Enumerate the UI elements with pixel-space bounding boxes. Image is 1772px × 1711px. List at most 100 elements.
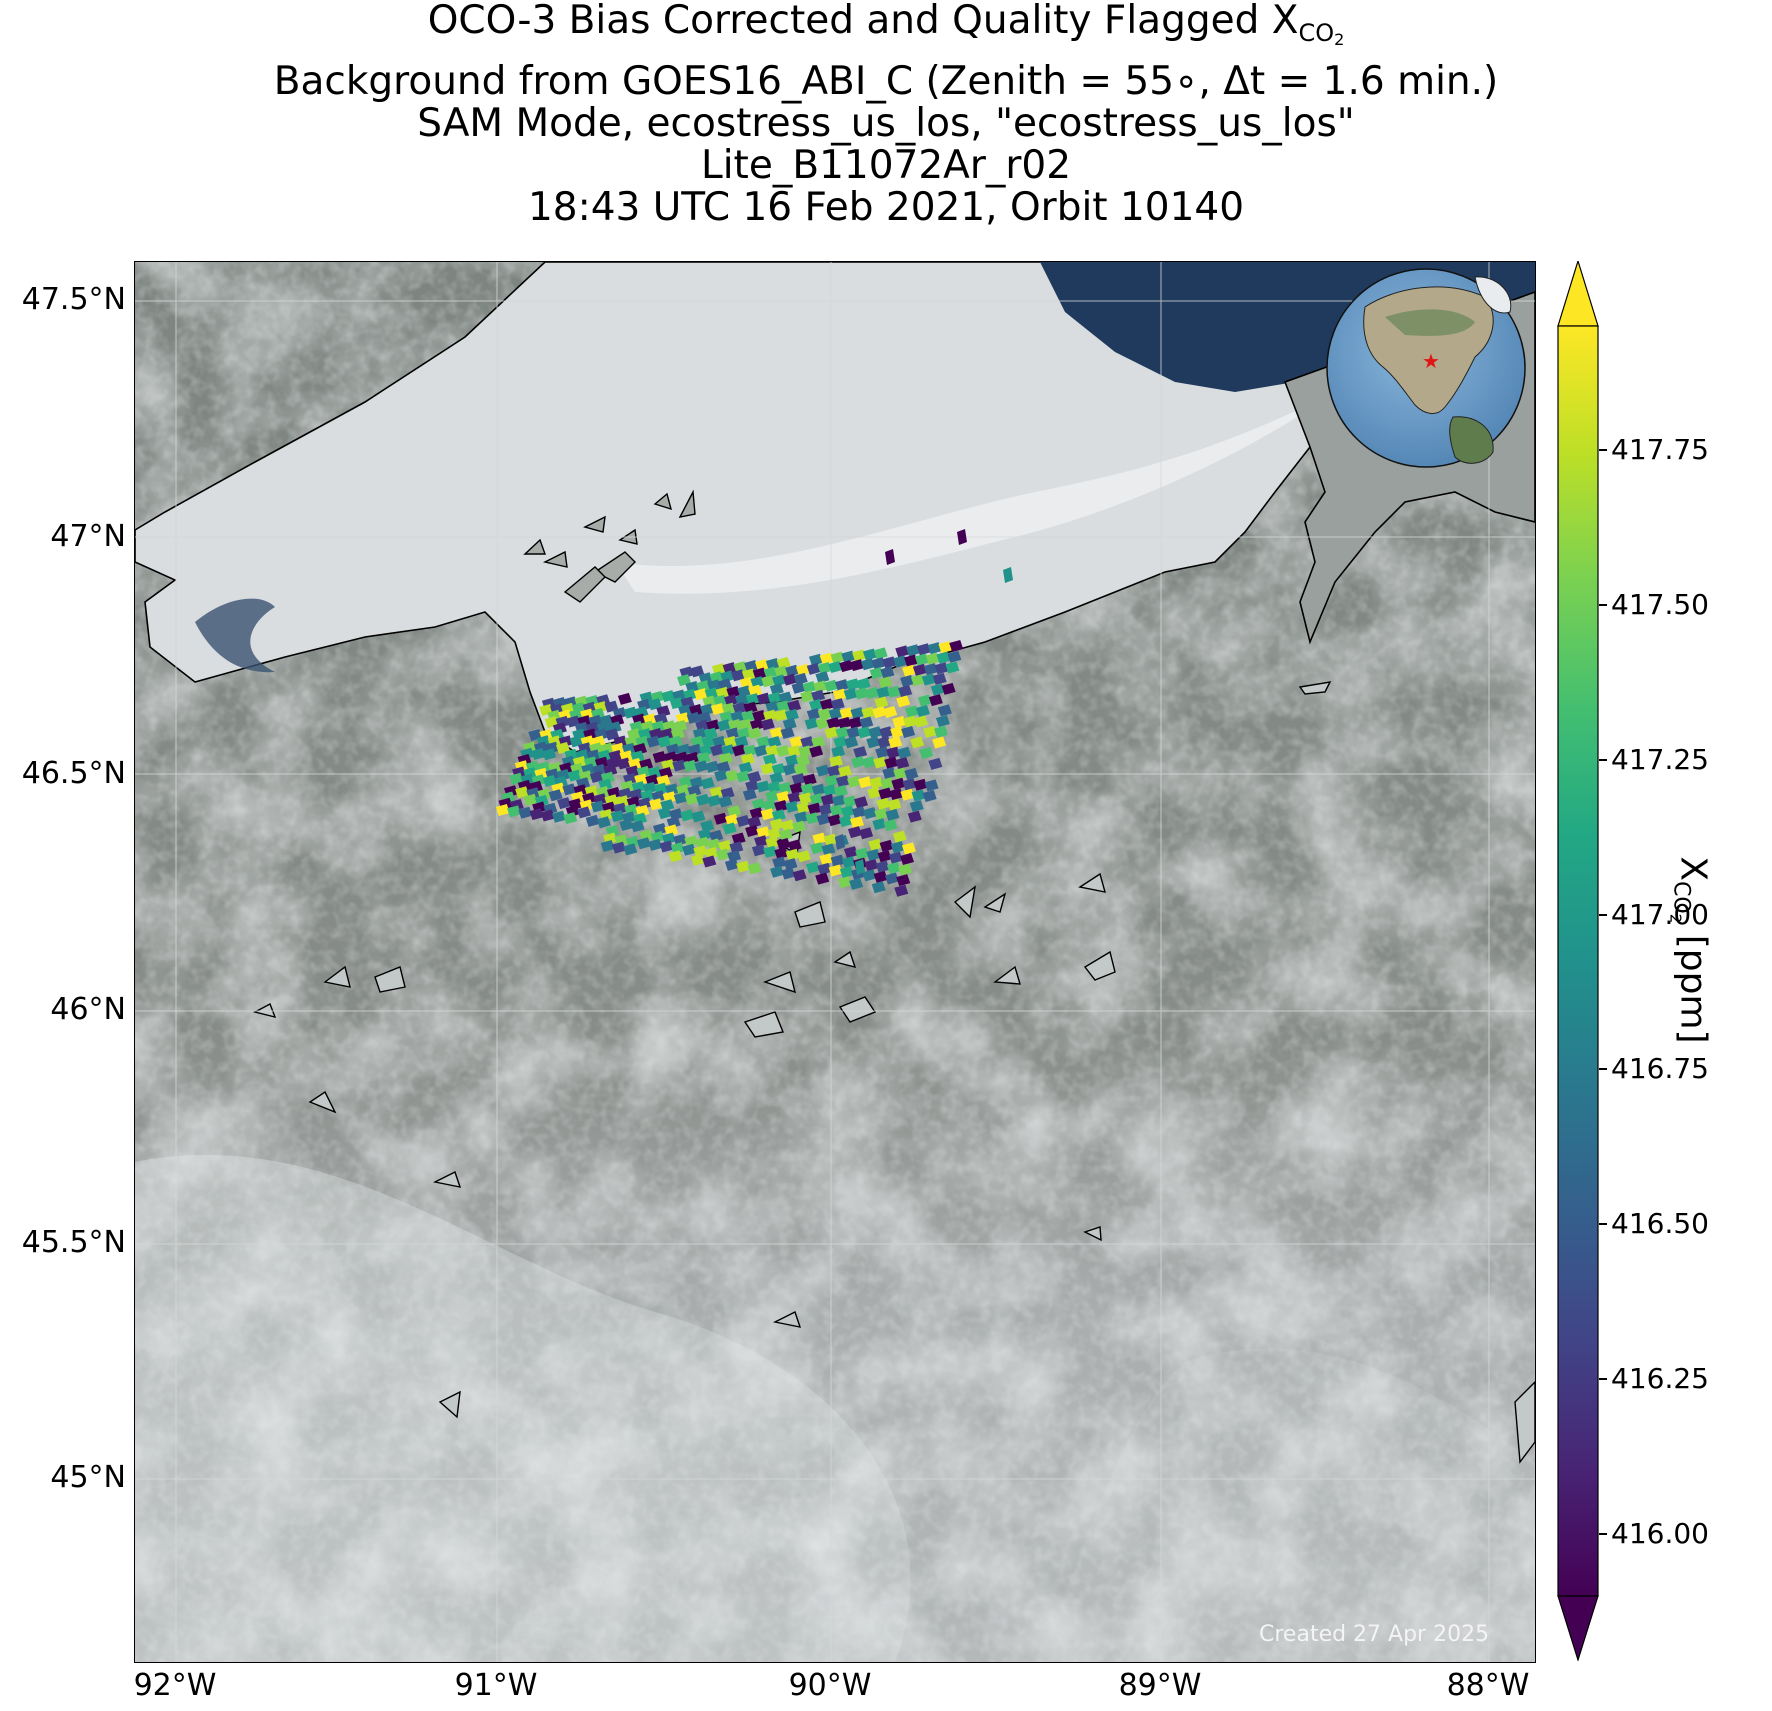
sounding	[725, 727, 740, 740]
sounding	[838, 765, 853, 778]
sounding	[557, 797, 572, 810]
sounding	[932, 736, 947, 749]
sounding	[709, 786, 724, 799]
sounding	[854, 796, 869, 809]
sounding	[507, 805, 522, 818]
sounding	[696, 793, 711, 806]
sounding	[781, 867, 796, 880]
sounding	[727, 850, 742, 863]
sounding	[794, 811, 809, 824]
sounding	[837, 716, 852, 729]
lon-label-92w: 92°W	[133, 1668, 217, 1703]
title-line-3: SAM Mode, ecostress_us_los, "ecostress_u…	[417, 101, 1355, 146]
sounding	[896, 874, 911, 887]
sounding	[785, 800, 800, 813]
sounding	[718, 839, 733, 852]
sounding	[850, 659, 865, 672]
sounding	[866, 736, 881, 749]
sounding	[865, 686, 880, 699]
sounding	[890, 841, 905, 854]
sounding	[690, 735, 705, 748]
sounding	[901, 842, 916, 855]
sounding	[756, 692, 771, 705]
sounding	[761, 675, 776, 688]
sounding	[896, 695, 911, 708]
sounding	[699, 703, 714, 716]
sounding	[769, 818, 784, 831]
sounding	[787, 745, 802, 758]
sounding	[827, 814, 842, 827]
sounding	[650, 830, 665, 843]
sounding	[839, 660, 854, 673]
sounding	[892, 830, 907, 843]
sounding	[914, 715, 929, 728]
sounding	[877, 850, 892, 863]
sounding	[1003, 567, 1013, 583]
sounding	[660, 799, 675, 812]
lat-label-47: 47°N	[50, 519, 126, 554]
sounding	[828, 864, 843, 877]
sounding	[816, 813, 831, 826]
sounding	[542, 748, 557, 761]
sounding	[919, 747, 934, 760]
sounding	[905, 705, 920, 718]
colorbar-extend-max	[1557, 261, 1599, 327]
sounding	[661, 690, 676, 703]
sounding	[824, 726, 839, 739]
sounding	[907, 810, 922, 823]
sounding	[668, 735, 683, 748]
sounding	[765, 836, 780, 849]
sounding	[811, 689, 826, 702]
sounding	[747, 727, 762, 740]
lon-label-90w: 90°W	[788, 1668, 872, 1703]
globe-forest	[1385, 309, 1475, 336]
sounding	[678, 704, 693, 717]
sounding	[611, 841, 626, 854]
sounding	[669, 697, 684, 710]
sounding	[849, 877, 864, 890]
sounding	[730, 710, 745, 723]
sounding	[690, 853, 705, 866]
sounding	[760, 808, 775, 821]
sounding	[869, 667, 884, 680]
sounding	[817, 707, 832, 720]
sounding	[748, 684, 763, 697]
colorbar-tick-label: 416.00	[1611, 1517, 1709, 1551]
sounding	[853, 746, 868, 759]
sounding	[732, 702, 747, 715]
created-date: Created 27 Apr 2025	[1259, 1622, 1490, 1647]
sounding	[925, 652, 940, 665]
sounding	[862, 869, 877, 882]
sounding	[589, 770, 604, 783]
sounding	[793, 672, 808, 685]
sounding	[763, 666, 778, 679]
sounding	[842, 795, 857, 808]
sounding	[887, 685, 902, 698]
sounding	[722, 822, 737, 835]
sounding	[787, 699, 802, 712]
map-panel[interactable]: ★	[134, 261, 1536, 1663]
sounding	[806, 708, 821, 721]
sounding	[789, 782, 804, 795]
sounding	[924, 779, 939, 792]
sounding	[808, 653, 823, 666]
sounding	[884, 756, 899, 769]
sounding	[680, 696, 695, 709]
sounding	[832, 688, 847, 701]
sounding	[523, 793, 538, 806]
sounding	[791, 773, 806, 786]
sounding	[871, 881, 886, 894]
sounding	[839, 707, 854, 720]
sounding	[677, 743, 692, 756]
colorbar-tick-label: 417.00	[1611, 897, 1709, 931]
sounding	[755, 659, 769, 671]
sounding	[778, 691, 793, 704]
sounding	[833, 784, 848, 797]
sounding	[669, 808, 684, 821]
sounding	[662, 720, 677, 733]
sounding	[694, 760, 709, 773]
sounding	[685, 751, 700, 764]
sounding	[815, 872, 830, 885]
sounding	[880, 666, 895, 679]
sounding	[901, 726, 916, 739]
